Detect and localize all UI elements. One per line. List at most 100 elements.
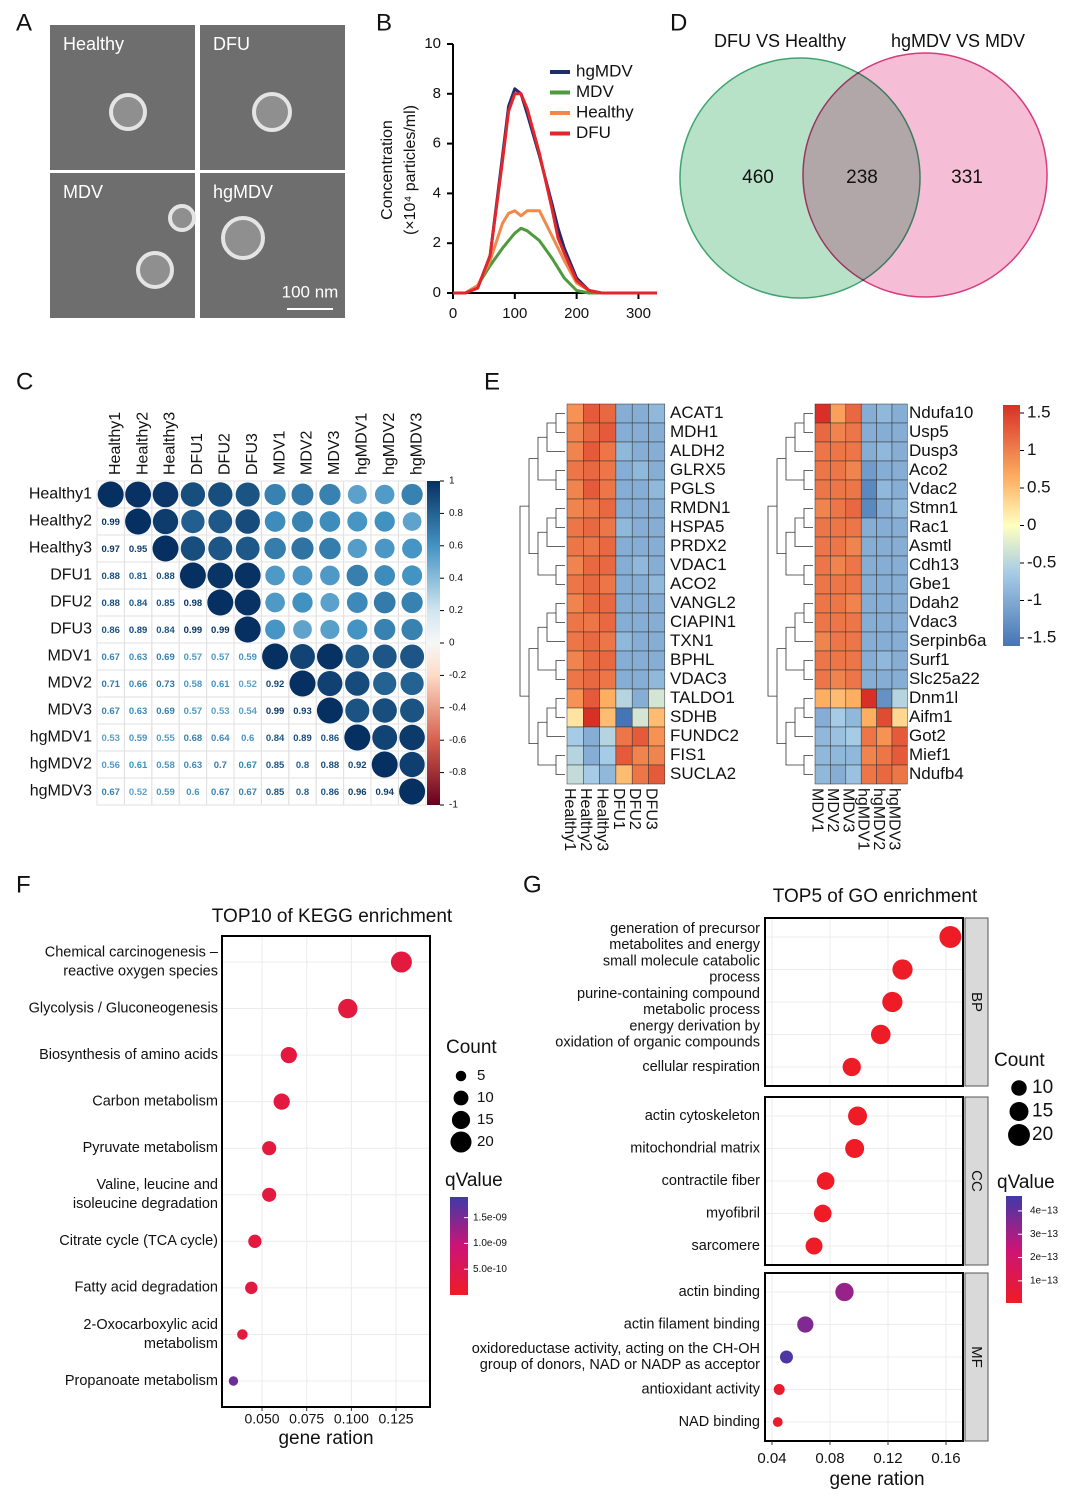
row-label: Ddah2 — [909, 593, 959, 612]
category-label: Chemical carcinogenesis – — [45, 944, 219, 960]
legend-label: DFU — [576, 123, 611, 142]
correlation-circle — [373, 591, 396, 614]
colorbar-label: -0.6 — [449, 735, 467, 746]
correlation-value: 0.99 — [266, 706, 285, 717]
correlation-circle — [372, 644, 397, 669]
size-legend-dot — [451, 1110, 471, 1130]
panel-letter: F — [16, 871, 31, 898]
category-label: metabolism — [144, 1336, 218, 1352]
heatmap-cell — [599, 593, 617, 614]
heatmap-cell — [566, 517, 584, 538]
category-label: mitochondrial matrix — [630, 1140, 760, 1156]
colorbar-label: 5.0e-10 — [473, 1264, 507, 1275]
colorbar — [427, 481, 440, 805]
correlation-value: 0.59 — [156, 787, 175, 798]
colorbar-label: -1 — [1027, 590, 1042, 609]
heatmap-cell — [631, 707, 649, 728]
category-label: process — [709, 969, 760, 985]
colorbar-label: 1e−13 — [1030, 1275, 1059, 1286]
size-legend-dot — [1009, 1102, 1029, 1121]
correlation-value: 0.86 — [321, 787, 340, 798]
correlation-value: 0.81 — [129, 571, 148, 582]
column-label: Healthy1 — [561, 788, 578, 851]
legend-title: qValue — [445, 1170, 503, 1191]
heatmap-cell — [845, 441, 862, 462]
correlation-circle — [372, 698, 397, 723]
colorbar-label: 2e−13 — [1030, 1252, 1059, 1263]
correlation-value: 0.61 — [211, 679, 230, 690]
category-label: 2-Oxocarboxylic acid — [83, 1317, 218, 1333]
category-label: actin binding — [679, 1284, 760, 1300]
correlation-value: 0.59 — [238, 652, 257, 663]
row-label: PRDX2 — [670, 536, 727, 555]
category-label: contractile fiber — [662, 1173, 760, 1189]
heatmap-cell — [648, 669, 666, 690]
category-label: Propanoate metabolism — [65, 1373, 218, 1389]
heatmap-cell — [566, 536, 584, 557]
facet-frame — [764, 1096, 964, 1266]
heatmap-cell — [845, 422, 862, 443]
heatmap-cell — [631, 612, 649, 633]
correlation-value: 0.99 — [211, 625, 230, 636]
correlation-value: 0.63 — [129, 706, 148, 717]
correlation-value: 0.96 — [348, 787, 367, 798]
column-label: MDV2 — [824, 788, 841, 833]
correlation-value: 0.68 — [184, 733, 203, 744]
heatmap-cell — [648, 612, 666, 633]
heatmap-cell — [615, 726, 633, 747]
heatmap-cell — [814, 422, 831, 443]
heatmap-cell — [860, 403, 877, 424]
correlation-value: 0.64 — [211, 733, 230, 744]
heatmap-cell — [566, 460, 584, 481]
category-label: small molecule catabolic — [603, 953, 760, 969]
heatmap-cell — [891, 498, 908, 519]
row-label: ACO2 — [670, 574, 716, 593]
correlation-circle — [401, 618, 423, 641]
dot — [262, 1187, 277, 1202]
heatmap-cell — [830, 707, 847, 728]
category-label: group of donors, NAD or NADP as acceptor — [480, 1357, 760, 1373]
heatmap-cell — [583, 574, 600, 595]
heatmap-cell — [845, 745, 862, 766]
dot — [892, 959, 913, 980]
x-tick-label: 100 — [502, 305, 527, 322]
correlation-circle — [290, 644, 315, 669]
correlation-value: 0.54 — [238, 706, 257, 717]
vesicle — [136, 251, 174, 289]
heatmap-cell — [583, 688, 600, 709]
correlation-value: 0.98 — [184, 598, 203, 609]
heatmap-cell — [615, 517, 633, 538]
x-tick-label: 0.075 — [289, 1411, 324, 1427]
y-tick-label: 10 — [424, 35, 441, 52]
correlation-circle — [264, 483, 286, 506]
legend-label: 15 — [1032, 1101, 1053, 1122]
heatmap-cell — [830, 593, 847, 614]
heatmap-cell — [631, 460, 649, 481]
correlation-value: 0.6 — [241, 733, 254, 744]
dot — [816, 1172, 835, 1190]
heatmap-cell — [891, 574, 908, 595]
chart-title: TOP10 of KEGG enrichment — [212, 906, 453, 927]
correlation-value: 0.86 — [321, 733, 340, 744]
heatmap-cell — [830, 688, 847, 709]
heatmap-cell — [891, 536, 908, 557]
correlation-circle — [319, 483, 341, 506]
column-label: DFU2 — [217, 433, 234, 475]
colorbar-label: 0.5 — [1027, 477, 1051, 496]
colorbar-label: 1 — [449, 476, 455, 487]
row-label: TALDO1 — [670, 688, 735, 707]
legend-label: 10 — [1032, 1077, 1053, 1098]
legend-title: Count — [446, 1037, 497, 1058]
heatmap-cell — [891, 479, 908, 500]
correlation-circle — [347, 485, 367, 504]
correlation-circle — [262, 643, 289, 670]
correlation-circle — [125, 481, 152, 508]
correlation-value: 0.88 — [156, 571, 175, 582]
x-tick-label: 0.16 — [931, 1450, 960, 1467]
correlation-value: 0.84 — [156, 625, 175, 636]
heatmap-cell — [648, 593, 666, 614]
correlation-value: 0.67 — [238, 787, 257, 798]
heatmap-cell — [599, 650, 617, 671]
heatmap-cell — [860, 593, 877, 614]
heatmap-cell — [860, 479, 877, 500]
